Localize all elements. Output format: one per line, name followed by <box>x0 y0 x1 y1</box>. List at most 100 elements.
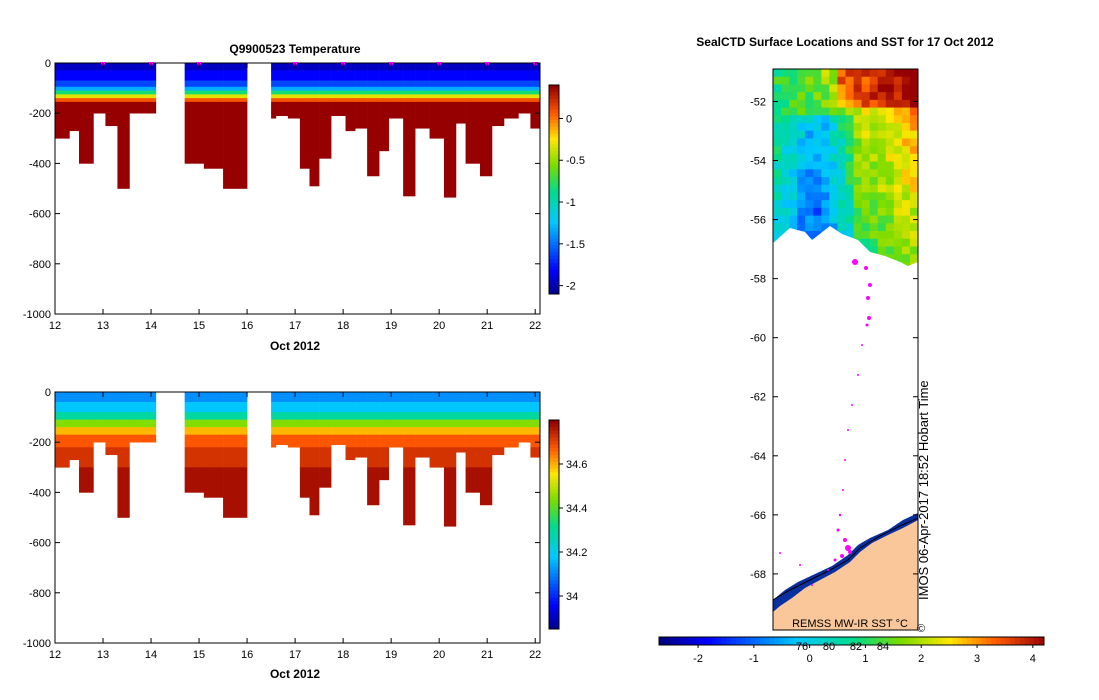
colorbar-band <box>909 637 915 645</box>
colorbar-band <box>549 154 559 159</box>
sst-cell <box>789 177 798 186</box>
section-cell <box>479 412 493 420</box>
section-cell <box>367 94 380 99</box>
x-tick-label: 18 <box>337 320 349 332</box>
section-cell <box>367 434 380 448</box>
sst-cell <box>781 69 790 78</box>
section-cell <box>271 90 277 95</box>
colorbar-band <box>549 213 559 218</box>
section-cell <box>530 70 540 81</box>
section-cell <box>388 419 404 428</box>
colorbar-band <box>549 109 559 114</box>
sst-cell <box>893 246 903 255</box>
sst-cell <box>789 84 798 93</box>
colorbar-band <box>668 637 674 645</box>
sst-cell <box>893 161 903 170</box>
section-cell <box>331 434 346 446</box>
section-cell <box>105 427 118 435</box>
section-cell <box>287 427 301 435</box>
colorbar-band <box>549 182 559 187</box>
x-tick-label: 17 <box>289 320 301 332</box>
sst-cell <box>789 130 798 139</box>
x-tick-label: 15 <box>193 320 205 332</box>
section-cell <box>69 86 80 91</box>
section-cell <box>465 70 481 81</box>
section-cell <box>491 80 505 88</box>
section-cell <box>465 447 481 468</box>
sst-cell <box>829 223 838 232</box>
lat-tick-label: -62 <box>750 392 766 404</box>
sst-cell <box>797 92 806 101</box>
section-cell <box>223 419 248 428</box>
section-cell <box>455 412 466 420</box>
section-cell <box>530 447 540 458</box>
x-tick-label: 12 <box>49 320 61 332</box>
section-cell <box>367 80 380 88</box>
x-tick-label: 14 <box>145 320 157 332</box>
section-cell <box>55 63 70 71</box>
section-cell <box>55 427 70 435</box>
section-cell <box>345 392 356 403</box>
sst-cell <box>813 107 822 116</box>
section-cell <box>465 392 481 403</box>
sst-cell <box>885 99 895 109</box>
section-cell <box>275 63 289 71</box>
colorbar-band <box>549 486 559 491</box>
section-cell <box>367 63 380 71</box>
section-cell <box>129 63 157 71</box>
sst-cell <box>877 115 887 124</box>
colorbar-band <box>549 423 559 428</box>
section-cell <box>223 392 248 403</box>
sst-cell <box>893 215 903 224</box>
colorbar-band <box>549 440 559 445</box>
section-cell <box>415 70 430 81</box>
section-cell <box>223 427 248 435</box>
section-cell <box>184 427 205 435</box>
sst-cell <box>901 146 911 155</box>
section-cell <box>388 98 404 103</box>
sst-cell <box>829 161 838 170</box>
seal-location-point <box>866 296 870 300</box>
colorbar-band <box>991 637 997 645</box>
colorbar-band <box>549 105 559 110</box>
colorbar-tick-label: 34 <box>566 591 578 603</box>
section-cell <box>355 402 368 413</box>
section-cell <box>55 98 70 103</box>
section-cell <box>491 70 505 81</box>
sst-cell <box>837 84 846 93</box>
colorbar-band <box>1019 637 1026 645</box>
sst-cell <box>773 123 782 132</box>
section-cell <box>287 434 301 448</box>
section-cell <box>319 70 332 81</box>
section-cell <box>271 419 277 428</box>
temperature-chart-title: Q9900523 Temperature <box>229 42 361 56</box>
section-cell <box>345 70 356 81</box>
colorbar-band <box>841 637 848 645</box>
seal-location-point <box>852 259 858 265</box>
colorbar-band <box>549 517 559 522</box>
sst-cell <box>805 123 814 132</box>
section-cell <box>79 392 94 403</box>
colorbar-tick-label: -2 <box>693 653 703 665</box>
sst-cell <box>877 107 887 116</box>
section-cell <box>93 94 106 99</box>
section-cell <box>203 427 224 435</box>
section-cell <box>287 392 301 403</box>
sst-cell <box>789 115 798 124</box>
colorbar-band <box>659 637 665 645</box>
sst-cell <box>901 192 911 201</box>
section-cell <box>271 402 277 413</box>
section-cell <box>309 70 320 81</box>
sst-cell <box>909 238 918 247</box>
sst-cell <box>845 76 855 85</box>
section-cell <box>479 447 493 468</box>
section-cell <box>299 94 310 99</box>
section-cell <box>379 94 390 99</box>
sst-cell <box>797 138 806 147</box>
sst-cell <box>829 138 838 147</box>
sst-cell <box>813 215 822 224</box>
sst-cell <box>877 161 887 170</box>
colorbar-tick-label: 34.2 <box>566 547 587 559</box>
section-cell <box>223 80 248 88</box>
colorbar-band <box>745 637 751 645</box>
